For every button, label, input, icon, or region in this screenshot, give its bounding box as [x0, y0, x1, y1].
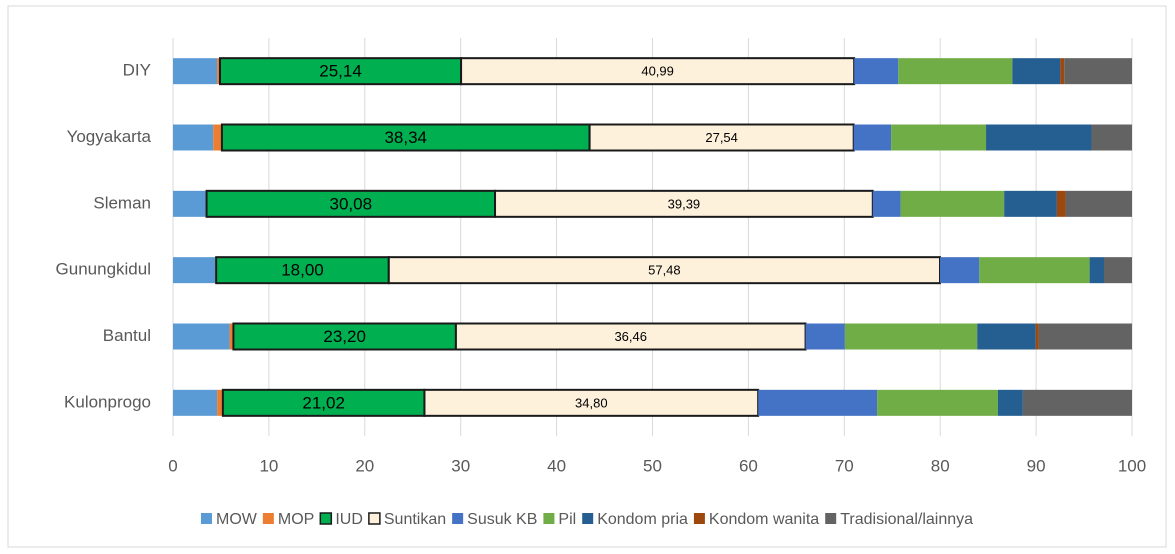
bar-segment [232, 322, 457, 351]
data-label: 30,08 [330, 194, 373, 213]
bar-segment [1103, 257, 1132, 284]
bar-segment [205, 189, 497, 218]
bar-segment [1091, 124, 1132, 151]
x-tick-label: 60 [739, 456, 758, 475]
bar-segment [217, 389, 223, 416]
bar-segment [173, 257, 216, 284]
x-tick-label: 80 [931, 456, 950, 475]
bar-segment [898, 58, 1013, 85]
x-tick-label: 0 [168, 456, 177, 475]
legend-swatch [319, 512, 333, 525]
x-tick-label: 20 [355, 456, 374, 475]
x-tick-label: 10 [259, 456, 278, 475]
data-label: 40,99 [641, 64, 674, 79]
legend-swatch [262, 513, 274, 524]
bar-segment [217, 58, 220, 85]
legend-swatch [543, 513, 555, 524]
x-tick-label: 90 [1027, 456, 1046, 475]
y-tick-label: Gunungkidul [56, 260, 151, 279]
bar-segment [1035, 323, 1039, 350]
bar-segment [877, 389, 998, 416]
data-label: 57,48 [648, 263, 681, 278]
legend-label: Kondom wanita [709, 511, 819, 528]
bar-segment [588, 123, 855, 152]
legend-label: IUD [335, 511, 363, 528]
legend-label: Susuk KB [467, 511, 537, 528]
bar-segment [854, 58, 899, 85]
bar-segment [844, 323, 978, 350]
data-label: 36,46 [614, 329, 647, 344]
bar-segment [1038, 323, 1132, 350]
y-tick-label: Kulonprogo [64, 392, 151, 411]
legend-swatch [452, 513, 464, 524]
bar-segment [1060, 58, 1065, 85]
legend-label: Tradisional/lainnya [840, 511, 973, 528]
bar-segment [1012, 58, 1061, 85]
bar-segment [1004, 190, 1057, 217]
x-tick-label: 70 [835, 456, 854, 475]
data-label: 21,02 [302, 393, 345, 412]
y-tick-label: DIY [123, 61, 151, 80]
bar-segment [173, 389, 218, 416]
data-label: 27,54 [705, 130, 738, 145]
legend-swatch [693, 513, 705, 524]
y-tick-label: Yogyakarta [67, 127, 152, 146]
bar-segment [460, 57, 856, 86]
data-label: 39,39 [668, 196, 701, 211]
bar-segment [758, 389, 878, 416]
y-tick-label: Sleman [93, 193, 151, 212]
bar-segment [387, 256, 942, 285]
bar-segment [979, 257, 1090, 284]
legend-swatch [200, 513, 212, 524]
bar-segment [1089, 257, 1104, 284]
bar-segment [1064, 58, 1132, 85]
bar-segment [173, 58, 218, 85]
x-tick-label: 50 [643, 456, 662, 475]
bar-segment [173, 323, 230, 350]
bar-segment [220, 123, 591, 152]
data-label: 23,20 [323, 327, 366, 346]
bar-segment [805, 323, 845, 350]
legend-label: Kondom pria [597, 511, 688, 528]
y-tick-label: Bantul [103, 326, 151, 345]
data-label: 34,80 [575, 395, 608, 410]
data-label: 38,34 [384, 128, 427, 147]
x-tick-label: 100 [1118, 456, 1146, 475]
bar-segment [940, 257, 980, 284]
legend-label: MOW [216, 511, 258, 528]
bar-segment [853, 124, 892, 151]
bar-segment [173, 190, 206, 217]
bar-segment [872, 190, 901, 217]
x-tick-label: 40 [547, 456, 566, 475]
bar-segment [423, 388, 760, 417]
bar-segment [1056, 190, 1066, 217]
bar-segment [229, 323, 234, 350]
data-label: 18,00 [281, 261, 324, 280]
legend-label: Pil [558, 511, 576, 528]
legend-label: MOP [278, 511, 314, 528]
bar-segment [900, 190, 1005, 217]
x-tick-label: 30 [451, 456, 470, 475]
bar-segment [986, 124, 1092, 151]
legend-swatch [825, 513, 837, 524]
legend-swatch [368, 512, 381, 525]
bar-segment [1065, 190, 1132, 217]
bar-segment [977, 323, 1036, 350]
bar-segment [891, 124, 987, 151]
bar-segment [454, 322, 807, 351]
bar-segment [218, 57, 463, 86]
bar-segment [213, 124, 222, 151]
legend-swatch [582, 513, 594, 524]
data-label: 25,14 [319, 62, 362, 81]
bar-segment [173, 124, 214, 151]
bar-segment [1022, 389, 1132, 416]
legend-label: Suntikan [384, 511, 446, 528]
bar-segment [997, 389, 1023, 416]
